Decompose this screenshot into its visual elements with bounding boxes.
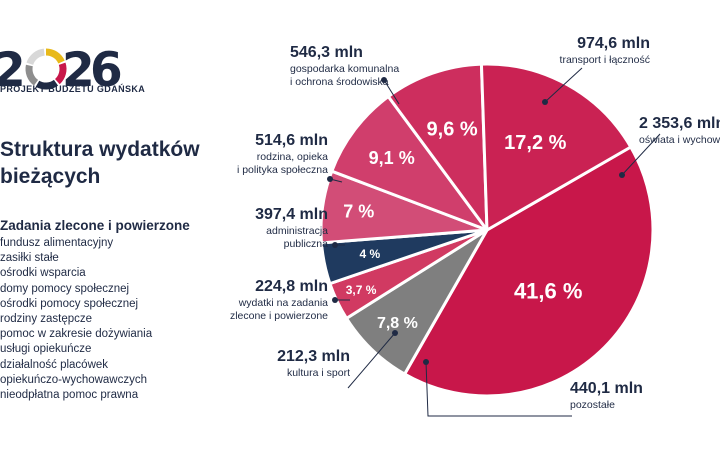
list-item: pomoc w zakresie dożywiania xyxy=(0,328,153,341)
slice-percent-label: 3,7 % xyxy=(346,283,377,297)
leader-dot xyxy=(327,176,333,182)
slice-amount-label: 212,3 mln xyxy=(277,348,350,365)
list-item: ośrodki pomocy społecznej xyxy=(0,297,139,310)
leader-line xyxy=(425,361,572,417)
page-title: Struktura wydatków bieżących xyxy=(0,138,200,188)
leader-line xyxy=(544,67,583,103)
slice-description-label: administracja xyxy=(266,225,328,237)
slice-description-label: pozostałe xyxy=(570,399,615,411)
list-item: rodziny zastępcze xyxy=(0,313,93,326)
logo-digit-3: 2 xyxy=(62,43,95,98)
slice-labels: 2 353,6 mln oświata i wychowanie 440,1 mln… xyxy=(230,35,720,411)
slice-amount-label: 440,1 mln xyxy=(570,380,643,397)
leader-line xyxy=(347,332,396,389)
leader-lines xyxy=(327,67,661,417)
leader-line xyxy=(621,133,661,176)
list-item: usługi opiekuńcze xyxy=(0,343,92,356)
slice-description-label: zlecone i powierzone xyxy=(230,310,328,322)
slice-amount-label: 2 353,6 mln xyxy=(639,115,720,132)
leader-dot xyxy=(542,99,548,105)
leader-dot xyxy=(332,297,338,303)
pie-slices xyxy=(319,62,655,398)
slice-amount-label: 397,4 mln xyxy=(255,206,328,223)
slice-percent-label: 41,6 % xyxy=(514,278,583,303)
leader-dot xyxy=(332,242,338,248)
logo-ring-segment xyxy=(54,62,67,85)
slice-description-label: transport i łączność xyxy=(560,54,650,66)
list-item: opiekuńczo-wychowawczych xyxy=(0,373,148,386)
logo-digit-4: 6 xyxy=(90,43,123,98)
slice-description-label: wydatki na zadania xyxy=(238,297,328,309)
pie-slice xyxy=(479,62,633,232)
slice-description-label: i ochrona środowiska xyxy=(290,76,389,88)
logo-digit-1: 2 xyxy=(0,43,26,98)
slice-amount-label: 514,6 mln xyxy=(255,132,328,149)
pie-percent-labels: 41,6 % 7,8 % 3,7 % 4 % 7 % 9,1 % 9,6 % 17,2 % xyxy=(343,119,582,332)
slice-description-label: rodzina, opieka xyxy=(257,151,328,163)
slice-percent-label: 7,8 % xyxy=(377,315,418,332)
slice-amount-label: 224,8 mln xyxy=(255,278,328,295)
pie-slice xyxy=(330,95,489,232)
slice-description-label: i polityka społeczna xyxy=(237,164,328,176)
leader-dot xyxy=(423,359,429,365)
slice-percent-label: 9,6 % xyxy=(427,119,478,141)
logo-ring-segment xyxy=(35,79,59,90)
slice-description-label: publiczna xyxy=(284,238,329,250)
logo-2026: 2 2 6 xyxy=(0,43,123,98)
slice-description-label: oświata i wychowanie xyxy=(639,134,720,146)
logo-ring xyxy=(25,48,67,90)
logo-ring-segment xyxy=(45,48,65,64)
list-item: zasiłki stałe xyxy=(0,252,59,265)
slice-amount-label: 546,3 mln xyxy=(290,44,363,61)
list-item: ośrodki wsparcia xyxy=(0,267,86,280)
task-list: fundusz alimentacyjny zasiłki stałe ośro… xyxy=(0,236,152,403)
list-item: działalność placówek xyxy=(0,358,109,371)
slice-percent-label: 7 % xyxy=(343,202,374,222)
list-heading: Zadania zlecone i powierzone xyxy=(0,218,190,233)
list-item: nieodpłatna pomoc prawna xyxy=(0,389,139,402)
logo-ring-segment xyxy=(25,64,39,86)
slice-percent-label: 9,1 % xyxy=(369,148,415,168)
list-item: domy pomocy społecznej xyxy=(0,282,130,295)
leader-dot xyxy=(392,330,398,336)
leader-line xyxy=(383,79,400,105)
slice-description-label: kultura i sport xyxy=(287,367,350,379)
leader-dot xyxy=(381,77,387,83)
leader-dot xyxy=(619,172,625,178)
logo-ring-segment xyxy=(26,48,45,66)
list-item: fundusz alimentacyjny xyxy=(0,237,114,249)
slice-description-label: gospodarka komunalna xyxy=(290,63,399,75)
slice-percent-label: 17,2 % xyxy=(504,132,566,154)
slice-percent-label: 4 % xyxy=(360,247,381,261)
slice-amount-label: 974,6 mln xyxy=(577,35,650,52)
pie-slice xyxy=(403,145,655,398)
pie-slice xyxy=(386,62,489,232)
logo-subtitle: PROJEKT BUDŻETU GDAŃSKA xyxy=(0,84,146,94)
